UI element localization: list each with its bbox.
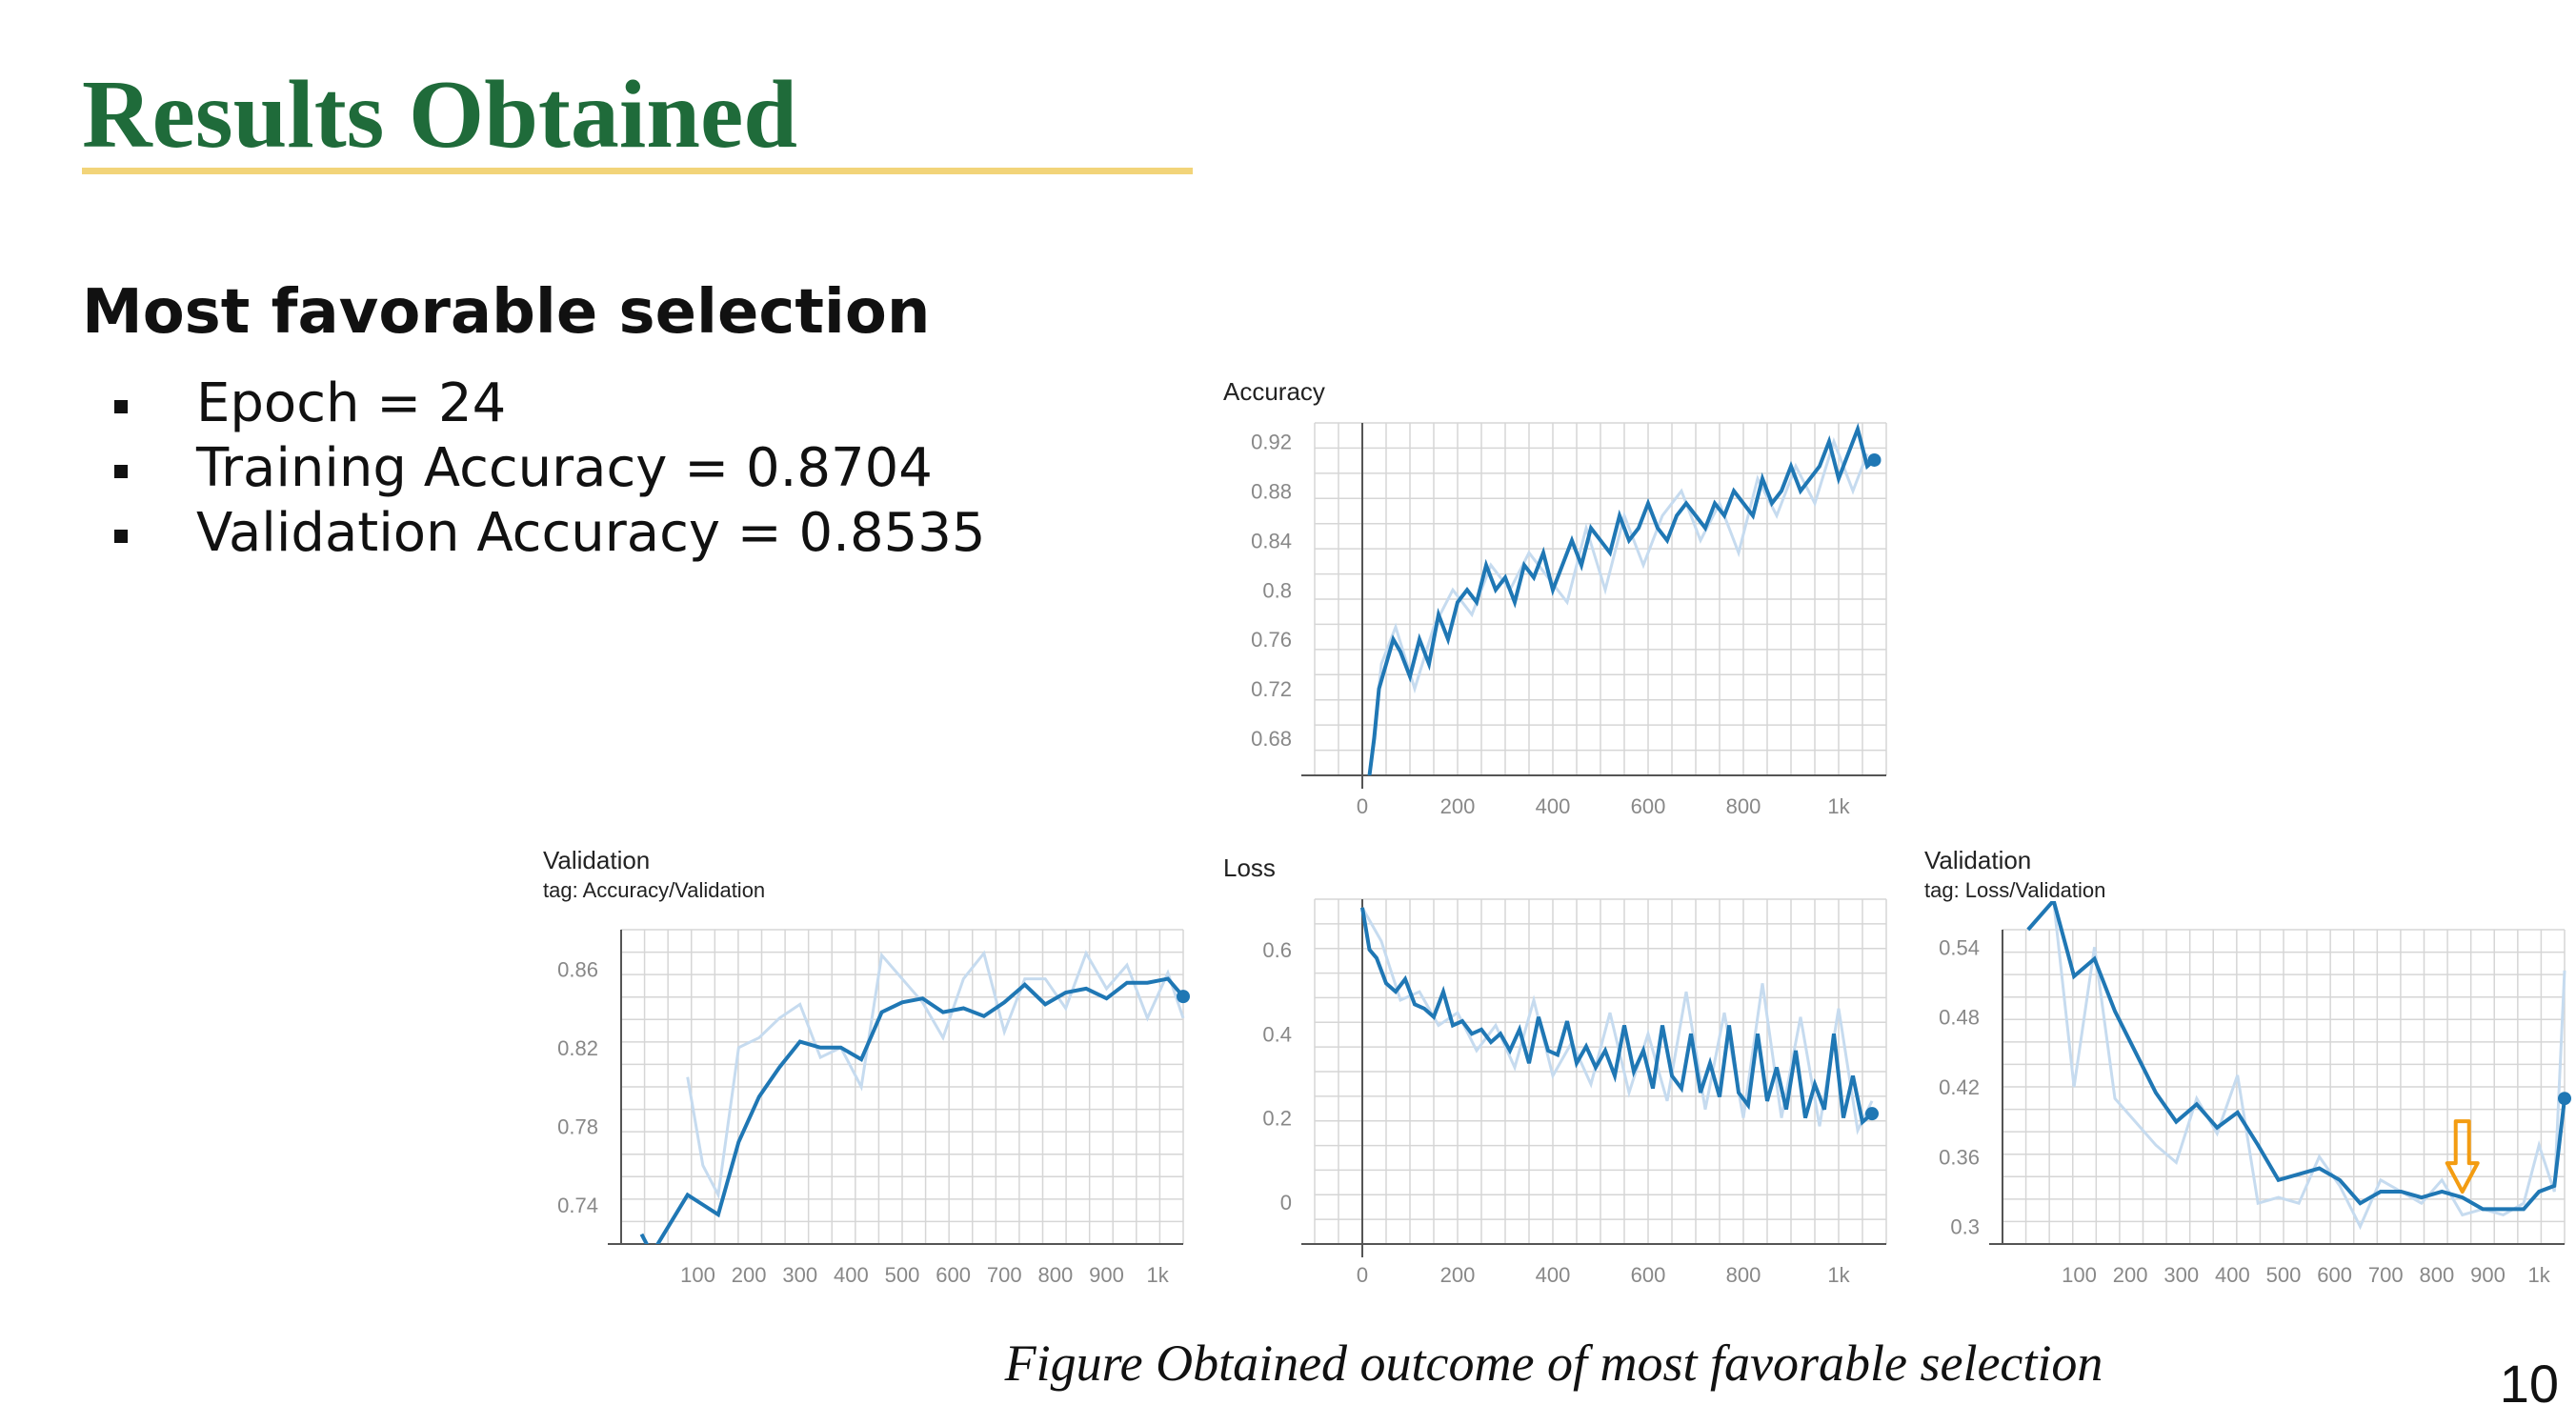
- chart-subtitle: tag: Loss/Validation: [1924, 878, 2105, 902]
- x-tick-label: 700: [2368, 1263, 2404, 1287]
- x-tick-label: 200: [1440, 794, 1476, 818]
- x-tick-label: 300: [782, 1263, 817, 1287]
- chart-title: Loss: [1223, 853, 1276, 882]
- bullet-item: Validation Accuracy = 0.8535: [111, 501, 985, 566]
- series-line: [1360, 907, 1874, 1126]
- end-point-marker: [2558, 1092, 2571, 1106]
- bullet-item: Epoch = 24: [111, 371, 985, 436]
- x-tick-label: 100: [2062, 1263, 2097, 1287]
- x-tick-label: 1k: [2528, 1263, 2551, 1287]
- x-tick-label: 1k: [1147, 1263, 1170, 1287]
- chart-title: Validation: [1924, 846, 2031, 874]
- x-tick-label: 600: [2317, 1263, 2352, 1287]
- end-point-marker: [1177, 990, 1190, 1004]
- slide-title: Results Obtained: [82, 61, 797, 169]
- x-tick-label: 100: [680, 1263, 715, 1287]
- chart-subtitle: tag: Accuracy/Validation: [543, 878, 765, 902]
- accuracy-chart: Accuracy 0 200 400 600 800 1k 0.68 0.72 0.76 0.8 0.…: [1223, 377, 1887, 818]
- bullet-list: Epoch = 24 Training Accuracy = 0.8704 Va…: [111, 371, 985, 566]
- series-line: [639, 976, 1185, 1244]
- y-tick-label: 0.88: [1251, 479, 1292, 503]
- y-tick-label: 0.76: [1251, 628, 1292, 652]
- end-point-marker: [1867, 452, 1882, 467]
- x-tick-label: 500: [885, 1263, 920, 1287]
- section-subtitle: Most favorable selection: [82, 277, 931, 348]
- x-tick-label: 900: [1089, 1263, 1124, 1287]
- series-line: [2026, 901, 2566, 1212]
- x-tick-label: 400: [2215, 1263, 2250, 1287]
- y-tick-label: 0.42: [1939, 1075, 1980, 1099]
- raw-series-line: [686, 950, 1185, 1200]
- x-tick-label: 400: [834, 1263, 869, 1287]
- bullet-item: Training Accuracy = 0.8704: [111, 436, 985, 501]
- x-tick-label: 600: [936, 1263, 971, 1287]
- x-tick-label: 800: [2420, 1263, 2455, 1287]
- x-tick-label: 0: [1357, 1263, 1368, 1287]
- x-tick-label: 400: [1536, 794, 1571, 818]
- y-tick-label: 0.68: [1251, 727, 1292, 751]
- y-tick-label: 0.4: [1262, 1022, 1292, 1046]
- x-tick-label: 1k: [1827, 1263, 1850, 1287]
- loss-chart: Loss 0 200 400 600 800 1k 0 0.2 0.4 0.6: [1223, 853, 1887, 1287]
- chart-title: Accuracy: [1223, 377, 1325, 406]
- x-tick-label: 800: [1726, 794, 1761, 818]
- y-tick-label: 0.54: [1939, 935, 1980, 959]
- y-tick-label: 0.3: [1950, 1215, 1980, 1239]
- y-tick-label: 0.8: [1262, 578, 1292, 602]
- x-tick-label: 600: [1631, 794, 1666, 818]
- square-bullet-icon: [114, 400, 128, 413]
- x-tick-label: 400: [1536, 1263, 1571, 1287]
- x-tick-label: 800: [1726, 1263, 1761, 1287]
- validation-loss-chart: Validation tag: Loss/Validation 100 200 300 4…: [1924, 846, 2571, 1287]
- y-tick-label: 0.48: [1939, 1006, 1980, 1030]
- square-bullet-icon: [114, 465, 128, 478]
- validation-accuracy-chart: Validation tag: Accuracy/Validation 100 200…: [543, 846, 1190, 1287]
- bullet-text: Training Accuracy = 0.8704: [196, 437, 933, 499]
- x-tick-label: 800: [1038, 1263, 1074, 1287]
- down-arrow-icon: [2445, 1119, 2480, 1194]
- x-tick-label: 500: [2266, 1263, 2302, 1287]
- page-number: 10: [2499, 1354, 2559, 1414]
- y-tick-label: 0.84: [1251, 529, 1292, 552]
- raw-series-line: [2026, 901, 2566, 1231]
- y-tick-label: 0.82: [557, 1036, 598, 1060]
- y-tick-label: 0.92: [1251, 430, 1292, 453]
- figure-caption: Figure Obtained outcome of most favorabl…: [1004, 1335, 2103, 1392]
- y-tick-label: 0: [1280, 1191, 1292, 1214]
- y-tick-label: 0.72: [1251, 677, 1292, 701]
- x-tick-label: 700: [987, 1263, 1022, 1287]
- y-tick-label: 0.86: [557, 957, 598, 981]
- x-tick-label: 300: [2163, 1263, 2199, 1287]
- bullet-text: Epoch = 24: [196, 372, 507, 434]
- raw-series-line: [1360, 907, 1874, 1135]
- raw-series-line: [1368, 436, 1869, 775]
- square-bullet-icon: [114, 530, 128, 543]
- x-tick-label: 200: [2113, 1263, 2148, 1287]
- bullet-text: Validation Accuracy = 0.8535: [196, 502, 986, 564]
- chart-title: Validation: [543, 846, 650, 874]
- x-tick-label: 0: [1357, 794, 1368, 818]
- title-underline: [82, 168, 1193, 174]
- x-tick-label: 200: [732, 1263, 767, 1287]
- end-point-marker: [1865, 1107, 1879, 1121]
- y-tick-label: 0.36: [1939, 1145, 1980, 1169]
- y-tick-label: 0.2: [1262, 1107, 1292, 1131]
- x-tick-label: 1k: [1827, 794, 1850, 818]
- y-tick-label: 0.78: [557, 1114, 598, 1138]
- y-tick-label: 0.6: [1262, 938, 1292, 962]
- x-tick-label: 600: [1631, 1263, 1666, 1287]
- x-tick-label: 200: [1440, 1263, 1476, 1287]
- series-line: [1367, 422, 1876, 775]
- y-tick-label: 0.74: [557, 1194, 598, 1217]
- x-tick-label: 900: [2470, 1263, 2506, 1287]
